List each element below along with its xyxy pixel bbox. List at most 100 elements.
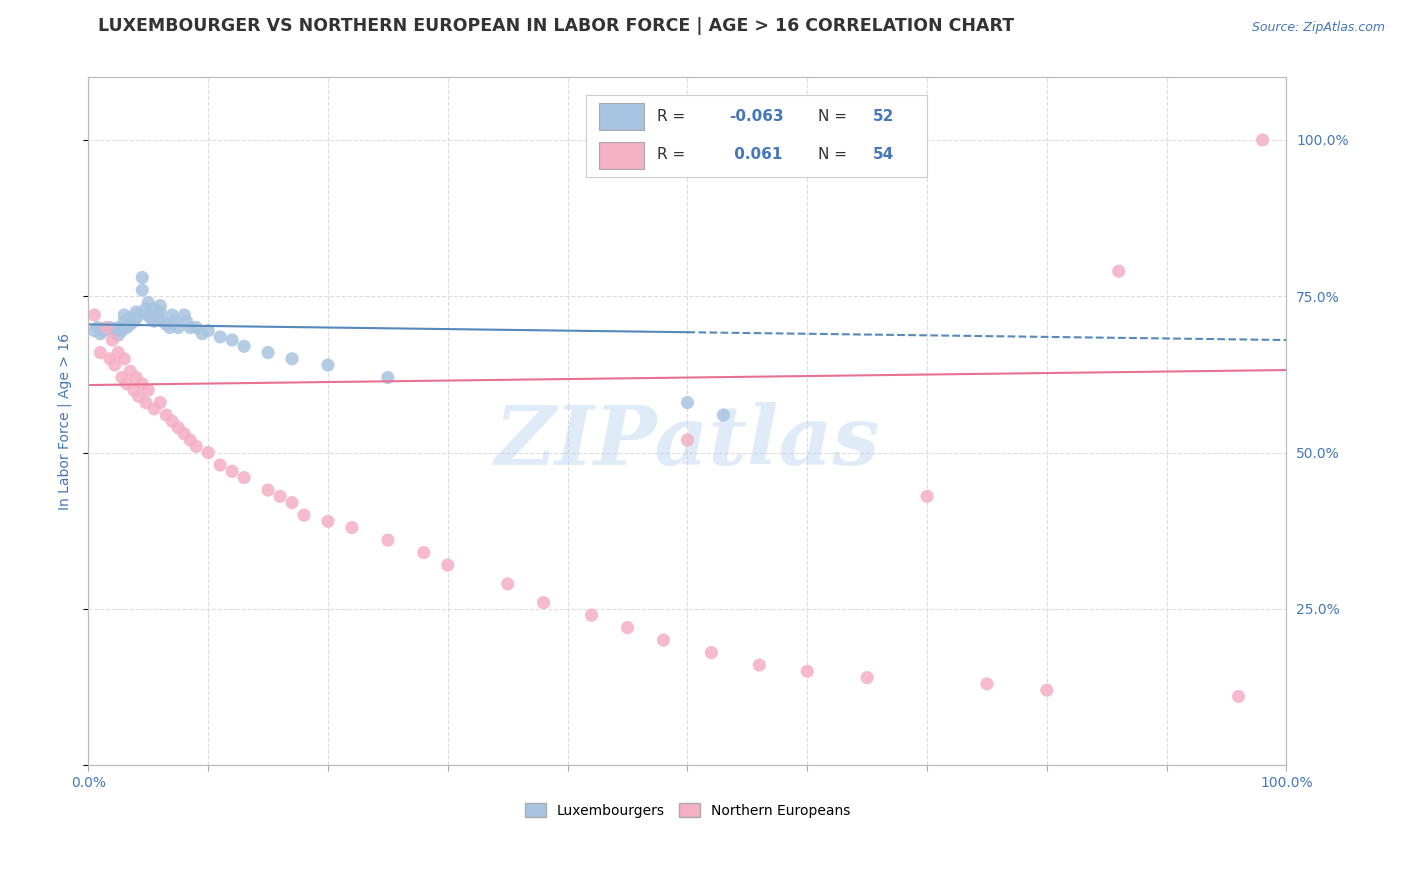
Point [83, 308, 105, 322]
Point [115, 376, 138, 391]
Point [377, 533, 399, 547]
Point [111, 370, 134, 384]
Point [120, 364, 142, 378]
Point [173, 308, 195, 322]
Point [377, 370, 399, 384]
Point [281, 351, 304, 366]
Point [1251, 133, 1274, 147]
Point [149, 299, 172, 313]
Point [120, 318, 142, 332]
Point [676, 395, 699, 409]
Point [915, 489, 938, 503]
Point [616, 621, 638, 635]
Point [98, 320, 121, 334]
Point [143, 401, 166, 416]
Point [711, 408, 734, 422]
Point [125, 370, 148, 384]
Point [292, 508, 315, 522]
Point [149, 395, 172, 409]
Point [160, 414, 183, 428]
Point [496, 577, 519, 591]
Text: ZIPatlas: ZIPatlas [495, 402, 880, 482]
Point [136, 295, 159, 310]
Point [128, 308, 150, 322]
Point [700, 646, 723, 660]
Point [112, 351, 135, 366]
Point [131, 283, 153, 297]
Point [316, 514, 339, 528]
Point [179, 320, 201, 334]
Point [412, 546, 434, 560]
Point [209, 330, 232, 344]
Point [167, 320, 190, 334]
Point [163, 314, 186, 328]
Point [101, 324, 124, 338]
Point [98, 351, 121, 366]
Point [125, 305, 148, 319]
Point [122, 314, 145, 328]
Point [107, 345, 129, 359]
Point [197, 324, 219, 338]
Point [221, 464, 243, 478]
Point [146, 308, 169, 322]
Point [186, 439, 208, 453]
Point [96, 320, 118, 334]
Point [209, 458, 232, 472]
Point [139, 311, 162, 326]
Point [91, 324, 114, 338]
Point [856, 671, 879, 685]
Point [87, 320, 110, 334]
Point [340, 520, 363, 534]
Point [221, 333, 243, 347]
Legend: Luxembourgers, Northern Europeans: Luxembourgers, Northern Europeans [519, 797, 855, 823]
Point [159, 320, 181, 334]
Point [748, 658, 770, 673]
Point [436, 558, 458, 573]
Point [533, 596, 555, 610]
Point [160, 308, 183, 322]
Point [316, 358, 339, 372]
Point [676, 433, 699, 447]
Point [125, 311, 148, 326]
Point [796, 665, 818, 679]
Text: Source: ZipAtlas.com: Source: ZipAtlas.com [1251, 21, 1385, 34]
Point [155, 408, 177, 422]
Point [155, 318, 177, 332]
Point [96, 322, 118, 336]
Point [233, 470, 256, 484]
Point [149, 305, 172, 319]
Point [135, 395, 157, 409]
Point [107, 320, 129, 334]
Point [176, 314, 198, 328]
Point [233, 339, 256, 353]
Point [269, 489, 291, 503]
Point [111, 324, 134, 338]
Point [1108, 264, 1130, 278]
Point [143, 301, 166, 316]
Point [152, 314, 174, 328]
Point [1036, 683, 1059, 698]
Point [1227, 690, 1250, 704]
Point [136, 383, 159, 397]
Point [197, 445, 219, 459]
Point [167, 420, 190, 434]
Point [101, 333, 124, 347]
Point [83, 324, 105, 338]
Text: LUXEMBOURGER VS NORTHERN EUROPEAN IN LABOR FORCE | AGE > 16 CORRELATION CHART: LUXEMBOURGER VS NORTHERN EUROPEAN IN LAB… [98, 17, 1015, 35]
Point [257, 483, 280, 497]
Point [104, 326, 127, 340]
Point [89, 345, 111, 359]
Point [115, 320, 138, 334]
Point [107, 328, 129, 343]
Point [112, 314, 135, 328]
Point [112, 308, 135, 322]
Point [191, 326, 214, 341]
Point [652, 633, 675, 648]
Point [89, 326, 111, 341]
Point [128, 389, 150, 403]
Point [581, 608, 603, 623]
Y-axis label: In Labor Force | Age > 16: In Labor Force | Age > 16 [58, 333, 72, 510]
Point [131, 270, 153, 285]
Point [281, 495, 304, 509]
Point [173, 426, 195, 441]
